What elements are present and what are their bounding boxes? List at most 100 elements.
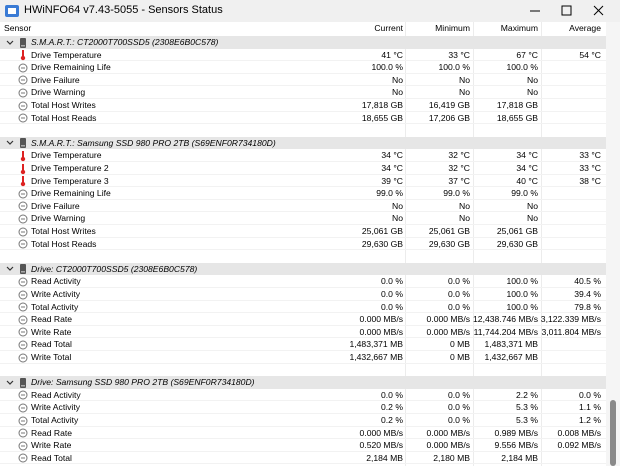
app-icon xyxy=(5,5,19,17)
sensor-row[interactable]: Read Total 1,483,371 MB 0 MB 1,483,371 MB xyxy=(0,338,606,351)
sensor-minimum: 0.000 MB/s xyxy=(426,314,470,325)
sensor-maximum: 2.2 % xyxy=(516,389,538,400)
sensor-current: 2,184 MB xyxy=(366,452,403,463)
sensor-row[interactable]: Drive Failure No No No xyxy=(0,74,606,87)
sensor-row[interactable]: Drive Failure No No No xyxy=(0,200,606,213)
sensor-label: Write Rate xyxy=(31,440,72,451)
sensor-row[interactable]: Drive Temperature 41 °C 33 °C 67 °C 54 °C xyxy=(0,49,606,62)
drive-icon xyxy=(20,37,26,48)
thermometer-icon xyxy=(20,150,26,162)
gauge-icon xyxy=(18,453,28,463)
sensor-label: Write Activity xyxy=(31,402,81,413)
sensor-maximum: 5.3 % xyxy=(516,402,538,413)
sensor-row[interactable]: Drive Temperature 2 34 °C 32 °C 34 °C 33 °C xyxy=(0,162,606,175)
sensor-row[interactable]: Write Total 1,432,667 MB 0 MB 1,432,667 MB xyxy=(0,351,606,364)
sensor-row[interactable]: Total Activity 0.2 % 0.0 % 5.3 % 1.2 % xyxy=(0,414,606,427)
sensor-row[interactable]: Read Total 2,184 MB 2,180 MB 2,184 MB xyxy=(0,452,606,465)
sensor-current: No xyxy=(392,200,403,211)
group-header[interactable]: Drive: CT2000T700SSD5 (2308E6B0C578) xyxy=(0,262,606,276)
group-header[interactable]: Drive: Samsung SSD 980 PRO 2TB (S69ENF0R… xyxy=(0,376,606,389)
sensor-current: 34 °C xyxy=(381,150,403,161)
sensor-minimum: 2,180 MB xyxy=(433,452,470,463)
sensor-row[interactable]: Write Rate 0.520 MB/s 0.000 MB/s 9.556 MB/s… xyxy=(0,439,606,452)
sensor-maximum: No xyxy=(527,213,538,224)
sensor-row[interactable]: Drive Warning No No No xyxy=(0,86,606,99)
sensor-minimum: 0.0 % xyxy=(448,402,470,413)
sensor-row[interactable]: Drive Temperature 34 °C 32 °C 34 °C 33 °C xyxy=(0,149,606,162)
sensor-current: No xyxy=(392,87,403,98)
sensor-label: Total Host Reads xyxy=(31,112,97,123)
drive-icon xyxy=(20,377,26,388)
sensor-average: 40.5 % xyxy=(574,276,601,287)
gauge-icon xyxy=(18,88,28,98)
sensor-minimum: 99.0 % xyxy=(443,188,470,199)
sensor-average: 3,011.804 MB/s xyxy=(541,326,601,337)
sensor-row[interactable]: Drive Warning No No No xyxy=(0,212,606,225)
sensor-label: Drive Failure xyxy=(31,74,80,85)
sensor-row[interactable]: Total Host Writes 25,061 GB 25,061 GB 25,06… xyxy=(0,225,606,238)
sensor-maximum: 67 °C xyxy=(516,49,538,60)
sensor-row[interactable]: Drive Temperature 3 39 °C 37 °C 40 °C 38 °C xyxy=(0,175,606,188)
window-controls[interactable] xyxy=(520,0,620,22)
group-header[interactable]: S.M.A.R.T.: Samsung SSD 980 PRO 2TB (S69… xyxy=(0,136,606,150)
sensor-row[interactable]: Read Activity 0.0 % 0.0 % 2.2 % 0.0 % xyxy=(0,389,606,402)
sensor-maximum: 29,630 GB xyxy=(496,238,538,249)
gauge-icon xyxy=(18,290,28,299)
caret-icon xyxy=(6,266,14,272)
column-title: Average xyxy=(569,23,601,33)
sensor-row[interactable]: Read Rate 0.000 MB/s 0.000 MB/s 0.989 MB/s 0… xyxy=(0,427,606,440)
gauge-icon xyxy=(18,416,28,425)
sensor-row[interactable]: Write Activity 0.2 % 0.0 % 5.3 % 1.1 % xyxy=(0,401,606,414)
sensor-minimum: No xyxy=(459,87,470,98)
sensor-minimum: No xyxy=(459,213,470,224)
sensor-maximum: 99.0 % xyxy=(511,188,538,199)
sensor-label: Read Rate xyxy=(31,314,73,325)
sensor-current: 99.0 % xyxy=(376,188,403,199)
sensor-maximum: 1,483,371 MB xyxy=(484,339,538,350)
sensor-row[interactable]: Total Host Writes 17,818 GB 16,419 GB 17,81… xyxy=(0,99,606,112)
sensor-label: Drive Warning xyxy=(31,87,86,98)
sensor-row[interactable]: Drive Remaining Life 99.0 % 99.0 % 99.0 % xyxy=(0,187,606,200)
column-header[interactable]: Sensor Current Minimum Maximum Average xyxy=(0,22,606,37)
sensor-current: 0.520 MB/s xyxy=(359,440,403,451)
scrollbar[interactable] xyxy=(606,22,620,466)
sensor-average: 1.2 % xyxy=(579,415,601,425)
group-name: S.M.A.R.T.: Samsung SSD 980 PRO 2TB (S69… xyxy=(31,137,276,148)
sensor-row[interactable]: Total Host Reads 29,630 GB 29,630 GB 29,630… xyxy=(0,238,606,251)
gauge-icon xyxy=(18,327,28,337)
sensor-maximum: 1,432,667 MB xyxy=(484,352,538,362)
sensor-row[interactable]: Total Host Reads 18,655 GB 17,206 GB 18,655… xyxy=(0,112,606,125)
gauge-icon xyxy=(18,201,28,211)
window-title: HWiNFO64 v7.43-5055 - Sensors Status xyxy=(24,4,223,16)
sensor-row[interactable]: Drive Remaining Life 100.0 % 100.0 % 100.0 … xyxy=(0,61,606,74)
sensor-row[interactable]: Write Rate 0.000 MB/s 0.000 MB/s 11,744.204… xyxy=(0,326,606,339)
sensor-row[interactable]: Read Rate 0.000 MB/s 0.000 MB/s 12,438.746 … xyxy=(0,313,606,326)
sensor-minimum: 32 °C xyxy=(448,150,470,161)
sensor-row[interactable]: Write Activity 0.0 % 0.0 % 100.0 % 39.4 % xyxy=(0,288,606,301)
sensor-current: 100.0 % xyxy=(371,62,403,73)
sensor-minimum: 0 MB xyxy=(449,352,470,362)
sensor-label: Total Host Writes xyxy=(31,100,96,110)
sensor-current: 0.0 % xyxy=(381,301,403,312)
sensor-row[interactable]: Total Activity 0.0 % 0.0 % 100.0 % 79.8 % xyxy=(0,301,606,314)
gauge-icon xyxy=(18,353,28,362)
gauge-icon xyxy=(18,277,28,287)
column-separator xyxy=(541,22,542,466)
gauge-icon xyxy=(18,113,28,123)
group-header[interactable]: S.M.A.R.T.: CT2000T700SSD5 (2308E6B0C578… xyxy=(0,36,606,49)
sensor-current: 1,483,371 MB xyxy=(349,339,403,350)
column-title: Minimum xyxy=(435,23,470,33)
thermometer-icon xyxy=(20,163,26,174)
sensor-average: 0.092 MB/s xyxy=(557,440,601,451)
thermometer-icon xyxy=(20,176,26,187)
sensor-current: 0.2 % xyxy=(381,415,403,425)
gauge-icon xyxy=(18,239,28,249)
sensor-row[interactable]: Read Activity 0.0 % 0.0 % 100.0 % 40.5 % xyxy=(0,275,606,288)
scroll-thumb[interactable] xyxy=(610,400,616,466)
sensor-maximum: 100.0 % xyxy=(506,289,538,299)
sensor-minimum: 0.000 MB/s xyxy=(426,440,470,451)
sensor-minimum: 0.000 MB/s xyxy=(426,427,470,438)
sensor-label: Drive Temperature xyxy=(31,49,102,60)
drive-icon xyxy=(20,138,26,149)
